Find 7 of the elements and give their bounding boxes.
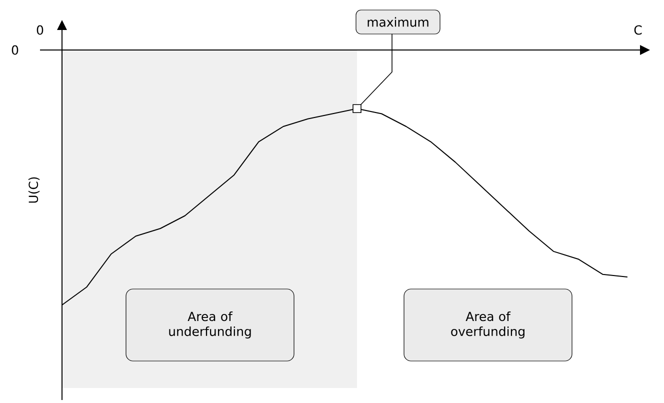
x-axis-title: C [634, 25, 642, 35]
text: maximum [368, 17, 428, 27]
text: Area of overfunding [451, 311, 524, 338]
text: 0 [12, 45, 18, 55]
text: 0 [36, 25, 44, 35]
y-axis-title: U(C) [28, 177, 40, 203]
text: Area of underfunding [169, 311, 251, 338]
